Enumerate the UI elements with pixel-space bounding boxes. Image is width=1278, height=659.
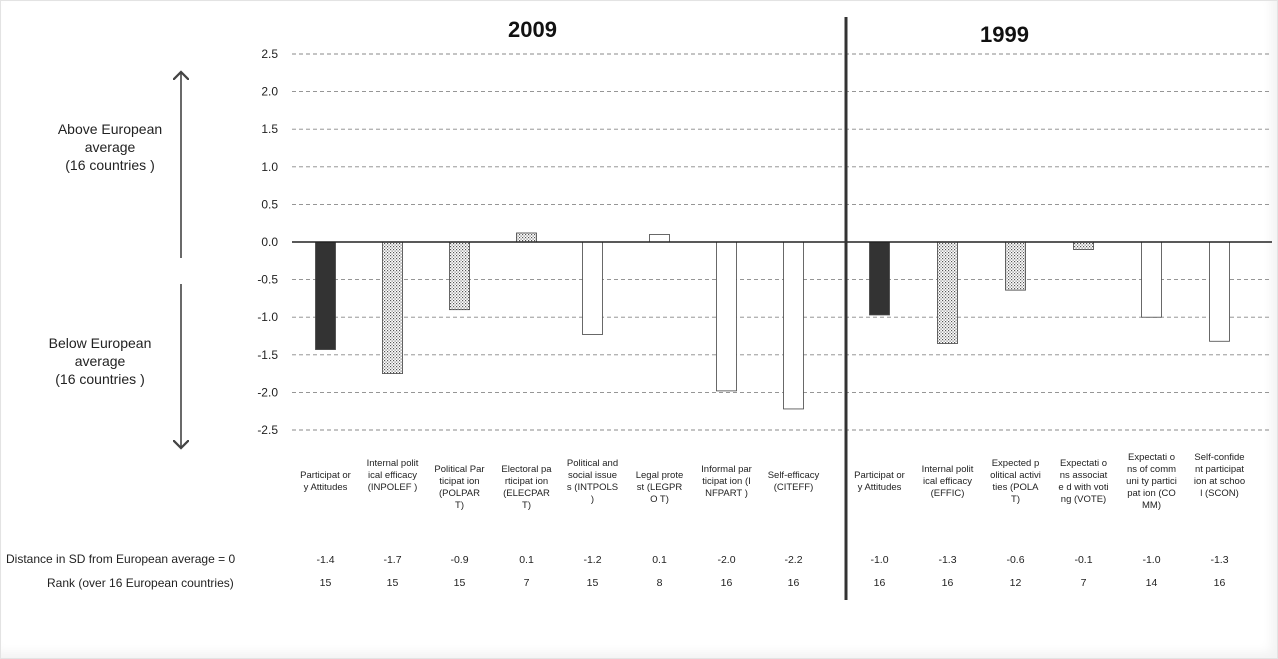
rank-value: 15	[386, 577, 399, 589]
bar-2009-4	[582, 241, 603, 335]
bar-2009-6	[716, 241, 737, 392]
rank-value: 14	[1145, 577, 1158, 589]
rank-row-title: Rank (over 16 European countries)	[47, 576, 234, 590]
category-label: Expectati ons of communi ty participat i…	[1126, 452, 1177, 511]
distance-value: -1.2	[583, 554, 602, 566]
bar-2009-1	[382, 241, 403, 375]
bar-2009-0	[315, 241, 336, 350]
y-tick-label: 2.0	[261, 85, 278, 99]
category-label: Informal participat ion (INFPART )	[701, 464, 752, 499]
rank-value: 7	[523, 577, 530, 589]
category-label: Internal political efficacy (EFFIC)	[921, 464, 974, 499]
distance-value: -2.2	[784, 554, 803, 566]
rank-value: 8	[656, 577, 663, 589]
rank-value: 16	[1213, 577, 1226, 589]
rank-value: 7	[1080, 577, 1087, 589]
category-label: Self-confident participat ion at school …	[1193, 452, 1246, 499]
category-label: Electoral participat ion (ELECPAR T)	[501, 464, 552, 511]
bar-2009-7	[783, 241, 804, 410]
rank-value: 16	[941, 577, 954, 589]
y-tick-label: -1.5	[257, 348, 278, 362]
above-line-3: (16 countries )	[65, 157, 155, 173]
distance-value: -1.0	[870, 554, 889, 566]
category-label: Internal political efficacy (INPOLEF )	[366, 458, 419, 493]
category-label: Self-efficacy (CITEFF)	[767, 470, 820, 493]
y-tick-label: -1.0	[257, 310, 278, 324]
distance-value: -2.0	[717, 554, 736, 566]
rank-value: 16	[720, 577, 733, 589]
distance-value: -1.3	[938, 554, 957, 566]
rank-value: 16	[873, 577, 886, 589]
bar-1999-3	[1073, 241, 1094, 250]
y-tick-label: 1.5	[261, 122, 278, 136]
year-1999-title: 1999	[980, 22, 1029, 47]
category-label: Participat ory Attitudes	[300, 470, 351, 493]
distance-value: 0.1	[652, 554, 667, 566]
above-line-1: Above European	[57, 121, 163, 137]
distance-value: -1.3	[1210, 554, 1229, 566]
below-line-1: Below European	[48, 335, 152, 351]
below-line-2: average	[74, 353, 126, 369]
rank-value: 15	[319, 577, 332, 589]
category-label: Political Participat ion (POLPAR T)	[434, 464, 485, 511]
y-tick-label: -0.5	[257, 273, 278, 287]
above-average-note: Above European average (16 countries )	[30, 120, 190, 174]
y-tick-label: -2.5	[257, 423, 278, 437]
y-tick-label: 0.5	[261, 197, 278, 211]
rank-value: 16	[787, 577, 800, 589]
category-label: Legal protest (LEGPRO T)	[635, 470, 684, 505]
bar-2009-5	[649, 234, 670, 243]
distance-value: -0.6	[1006, 554, 1025, 566]
distance-row-title: Distance in SD from European average = 0	[6, 552, 236, 566]
distance-value: -0.1	[1074, 554, 1093, 566]
bar-2009-3	[516, 232, 537, 243]
bar-1999-5	[1209, 241, 1230, 342]
bar-2009-2	[449, 241, 470, 311]
below-average-note: Below European average (16 countries )	[20, 334, 180, 388]
distance-value: -1.7	[383, 554, 402, 566]
y-tick-label: 1.0	[261, 160, 278, 174]
category-label: Political and social issues (INTPOLS )	[566, 458, 619, 505]
category-label: Participat ory Attitudes	[854, 470, 905, 493]
rank-value: 15	[453, 577, 466, 589]
y-tick-label: -2.0	[257, 385, 278, 399]
rank-value: 12	[1009, 577, 1022, 589]
bar-1999-1	[937, 241, 958, 344]
y-tick-label: 2.5	[261, 47, 278, 61]
bar-1999-0	[869, 241, 890, 316]
category-label: Expectati ons associate d with voting (V…	[1058, 458, 1109, 505]
distance-value: -1.0	[1142, 554, 1161, 566]
below-line-3: (16 countries )	[55, 371, 145, 387]
rank-value: 15	[586, 577, 599, 589]
distance-value: -0.9	[450, 554, 469, 566]
year-2009-title: 2009	[508, 17, 557, 42]
above-line-2: average	[84, 139, 136, 155]
bar-1999-2	[1005, 241, 1026, 291]
bar-1999-4	[1141, 241, 1162, 318]
distance-value: 0.1	[519, 554, 534, 566]
y-tick-label: 0.0	[261, 235, 278, 249]
distance-value: -1.4	[316, 554, 335, 566]
category-label: Expected political activities (POLAT)	[990, 458, 1041, 505]
